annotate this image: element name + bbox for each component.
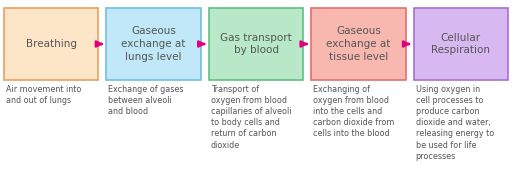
Text: Exchanging of
oxygen from blood
into the cells and
carbon dioxide from
cells int: Exchanging of oxygen from blood into the…	[313, 85, 395, 138]
Text: Breathing: Breathing	[26, 39, 77, 49]
Text: Gaseous
exchange at
lungs level: Gaseous exchange at lungs level	[121, 26, 186, 62]
FancyBboxPatch shape	[209, 8, 303, 80]
Text: Cellular
Respiration: Cellular Respiration	[431, 33, 490, 55]
FancyBboxPatch shape	[414, 8, 508, 80]
FancyBboxPatch shape	[106, 8, 201, 80]
Text: Gas transport
by blood: Gas transport by blood	[220, 33, 292, 55]
FancyBboxPatch shape	[311, 8, 406, 80]
Text: Transport of
oxygen from blood
capillaries of alveoli
to body cells and
return o: Transport of oxygen from blood capillari…	[211, 85, 291, 149]
FancyBboxPatch shape	[4, 8, 98, 80]
Text: Air movement into
and out of lungs: Air movement into and out of lungs	[6, 85, 81, 105]
Text: Using oxygen in
cell processes to
produce carbon
dioxide and water,
releasing en: Using oxygen in cell processes to produc…	[416, 85, 494, 161]
Text: Gaseous
exchange at
tissue level: Gaseous exchange at tissue level	[326, 26, 391, 62]
Text: Exchange of gases
between alveoli
and blood: Exchange of gases between alveoli and bl…	[109, 85, 184, 116]
